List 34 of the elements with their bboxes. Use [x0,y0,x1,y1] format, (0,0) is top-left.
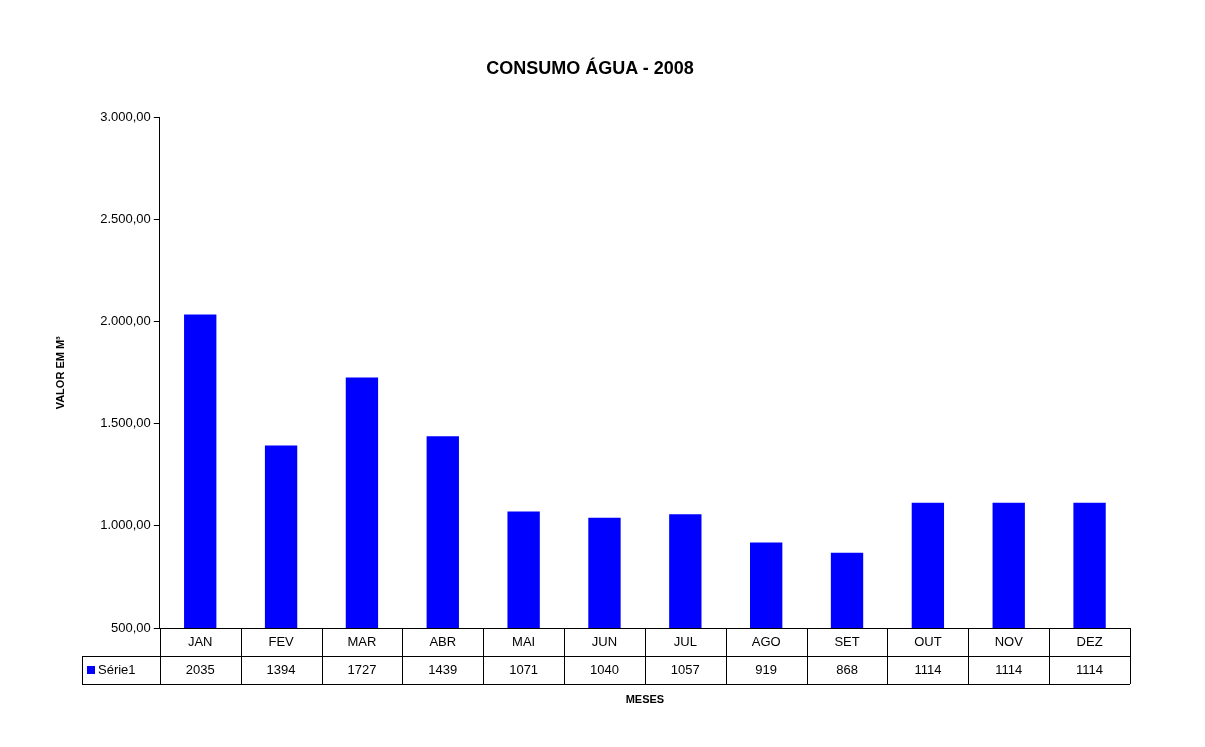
x-tick-label: OUT [914,633,942,649]
chart-title: CONSUMO ÁGUA - 2008 [486,56,694,78]
y-tick-label: 1.000,00 [100,517,151,533]
x-tick-label: AGO [751,633,781,649]
x-tick-label: NOV [994,633,1024,649]
x-tick-label: DEZ [1076,633,1103,649]
data-label: 919 [755,661,778,677]
data-label: 1114 [995,661,1023,677]
data-label: 1057 [670,661,700,677]
y-tick-label: 500,00 [111,619,151,635]
x-tick-label: JUL [673,633,697,649]
data-label: 868 [836,661,858,677]
legend-label: Série1 [98,661,136,677]
x-tick-label: SET [834,633,860,649]
y-tick-label: 2.000,00 [100,313,151,329]
x-tick-label: FEV [268,633,295,649]
x-axis-title: MESES [625,693,665,706]
y-tick-label: 2.500,00 [100,211,151,227]
y-tick-label: 1.500,00 [100,415,151,431]
data-label: 1114 [1076,661,1104,677]
y-tick-label: 3.000,00 [100,109,151,125]
x-tick-label: JUN [591,633,618,649]
data-label: 1727 [347,661,377,677]
data-label: 1071 [509,661,539,677]
x-tick-label: MAI [512,633,536,649]
data-label: 1439 [428,661,458,677]
data-label: 2035 [185,661,215,677]
x-tick-label: ABR [429,633,457,649]
x-tick-label: MAR [347,633,377,649]
x-tick-label: JAN [187,633,213,649]
data-label: 1040 [590,661,619,677]
y-axis-title: VALOR EM M³ [53,335,66,410]
data-label: 1114 [914,661,942,677]
data-label: 1394 [266,661,296,677]
